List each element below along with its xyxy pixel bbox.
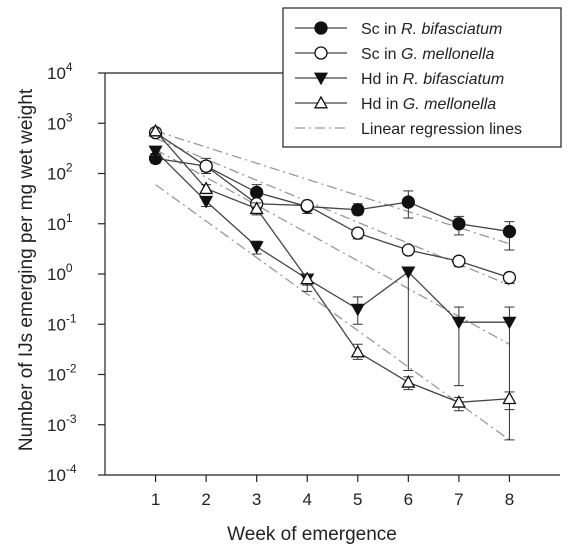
regression-line bbox=[155, 137, 510, 286]
data-point bbox=[350, 344, 365, 358]
data-point bbox=[401, 266, 416, 280]
data-point bbox=[502, 270, 517, 285]
data-point bbox=[199, 195, 214, 209]
data-point bbox=[401, 243, 415, 257]
y-tick-label: 102 bbox=[47, 161, 73, 184]
y-tick-label: 103 bbox=[47, 110, 73, 133]
data-point bbox=[249, 241, 264, 254]
data-point bbox=[351, 226, 365, 240]
data-point bbox=[313, 95, 329, 109]
series-3 bbox=[148, 145, 517, 441]
data-point bbox=[148, 123, 163, 137]
legend-label: Hd in G. mellonella bbox=[361, 96, 496, 113]
y-tick-label: 101 bbox=[47, 211, 73, 234]
series-1 bbox=[148, 151, 517, 251]
series-line bbox=[155, 150, 510, 323]
data-point bbox=[350, 303, 365, 317]
x-tick-label: 3 bbox=[252, 490, 261, 509]
data-point bbox=[199, 159, 213, 173]
regression-lines bbox=[155, 130, 510, 441]
x-tick-label: 1 bbox=[151, 490, 160, 509]
x-tick-label: 8 bbox=[505, 490, 514, 509]
legend-entry: Sc in R. bifasciatum bbox=[295, 21, 502, 38]
data-point bbox=[502, 391, 517, 405]
x-tick-label: 2 bbox=[201, 490, 210, 509]
y-tick-label: 100 bbox=[47, 261, 73, 284]
data-point bbox=[300, 198, 314, 213]
legend-entry: Linear regression lines bbox=[295, 121, 522, 138]
data-point bbox=[452, 254, 466, 268]
data-point bbox=[451, 394, 466, 408]
data-point bbox=[199, 181, 214, 195]
series-4 bbox=[148, 123, 517, 412]
data-point bbox=[502, 224, 517, 239]
legend-label: Hd in R. bifasciatum bbox=[361, 71, 504, 88]
data-point bbox=[401, 374, 416, 388]
regression-line bbox=[155, 130, 510, 245]
data-point bbox=[314, 46, 328, 60]
data-point bbox=[148, 145, 163, 159]
series-line bbox=[155, 157, 510, 233]
data-point bbox=[452, 217, 466, 231]
series-line bbox=[155, 130, 510, 403]
legend-entry: Hd in G. mellonella bbox=[295, 95, 496, 113]
legend-entry: Sc in G. mellonella bbox=[295, 46, 494, 63]
data-point bbox=[401, 195, 415, 209]
data-series bbox=[148, 123, 517, 441]
legend: Sc in R. bifasciatum Sc in G. mellonella H… bbox=[282, 7, 562, 148]
regression-line bbox=[155, 184, 510, 441]
x-tick-label: 6 bbox=[404, 490, 413, 509]
legend-label: Linear regression lines bbox=[361, 121, 522, 138]
y-tick-label: 10-2 bbox=[47, 362, 77, 385]
x-axis-title: Week of emergence bbox=[227, 524, 397, 545]
x-tick-label: 4 bbox=[302, 490, 311, 509]
data-point bbox=[351, 203, 365, 217]
data-point bbox=[313, 72, 329, 86]
series-line bbox=[155, 132, 510, 279]
y-tick-label: 104 bbox=[47, 60, 73, 83]
data-point bbox=[451, 316, 466, 330]
data-point bbox=[250, 185, 264, 200]
x-tick-label: 5 bbox=[353, 490, 362, 509]
y-axis-title: Number of IJs emerging per mg wet weight bbox=[16, 88, 37, 451]
y-tick-label: 10-1 bbox=[47, 311, 77, 334]
regression-line bbox=[155, 148, 510, 345]
legend-label: Sc in G. mellonella bbox=[361, 46, 494, 63]
data-point bbox=[249, 201, 264, 215]
legend-entry: Hd in R. bifasciatum bbox=[295, 71, 504, 88]
data-point bbox=[314, 21, 328, 35]
data-point bbox=[502, 316, 517, 330]
data-point bbox=[300, 271, 315, 285]
x-tick-label: 7 bbox=[454, 490, 463, 509]
y-tick-label: 10-4 bbox=[47, 462, 77, 485]
legend-label: Sc in R. bifasciatum bbox=[361, 21, 502, 38]
y-tick-label: 10-3 bbox=[47, 412, 77, 435]
